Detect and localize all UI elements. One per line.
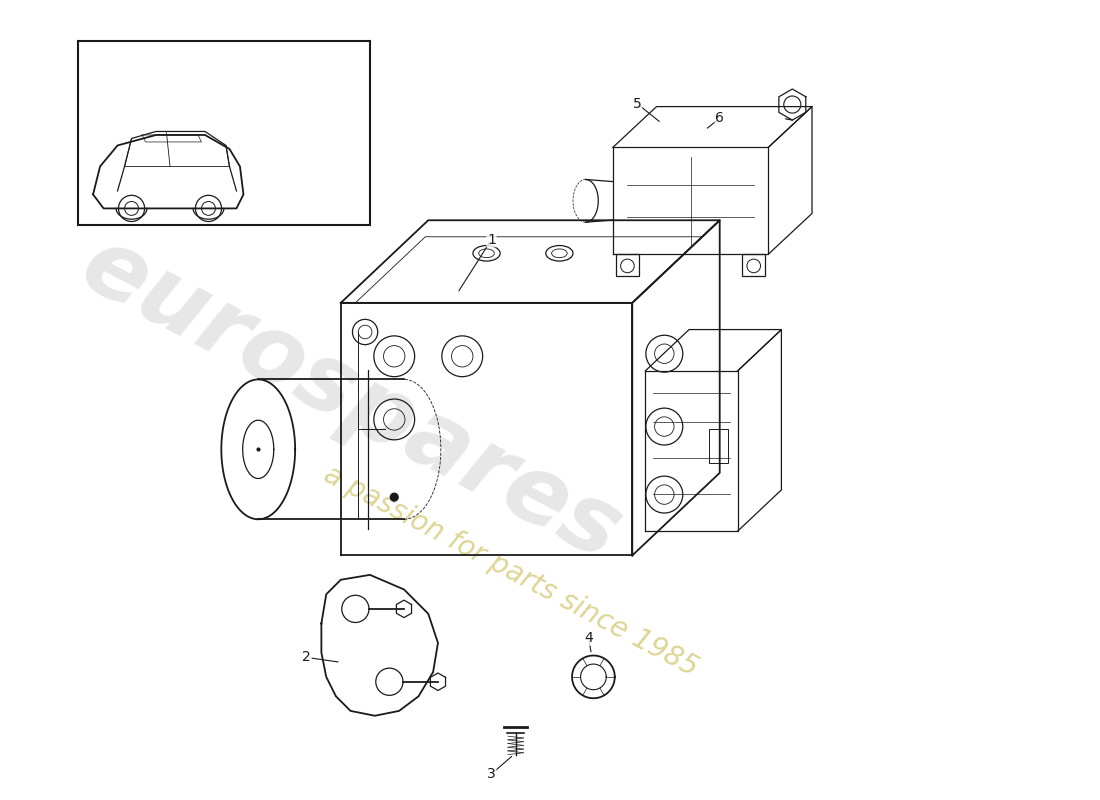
Text: a passion for parts since 1985: a passion for parts since 1985 xyxy=(319,460,703,682)
Text: eurospares: eurospares xyxy=(65,219,636,581)
Text: 2: 2 xyxy=(302,650,311,665)
Bar xyxy=(78,41,370,225)
Bar xyxy=(616,254,639,276)
Text: 4: 4 xyxy=(584,631,593,645)
Bar xyxy=(742,254,766,276)
Text: 5: 5 xyxy=(632,97,641,110)
Circle shape xyxy=(390,494,398,501)
Text: 6: 6 xyxy=(715,111,724,126)
Bar xyxy=(708,429,728,463)
Text: 3: 3 xyxy=(487,767,496,781)
Text: 1: 1 xyxy=(487,233,496,246)
